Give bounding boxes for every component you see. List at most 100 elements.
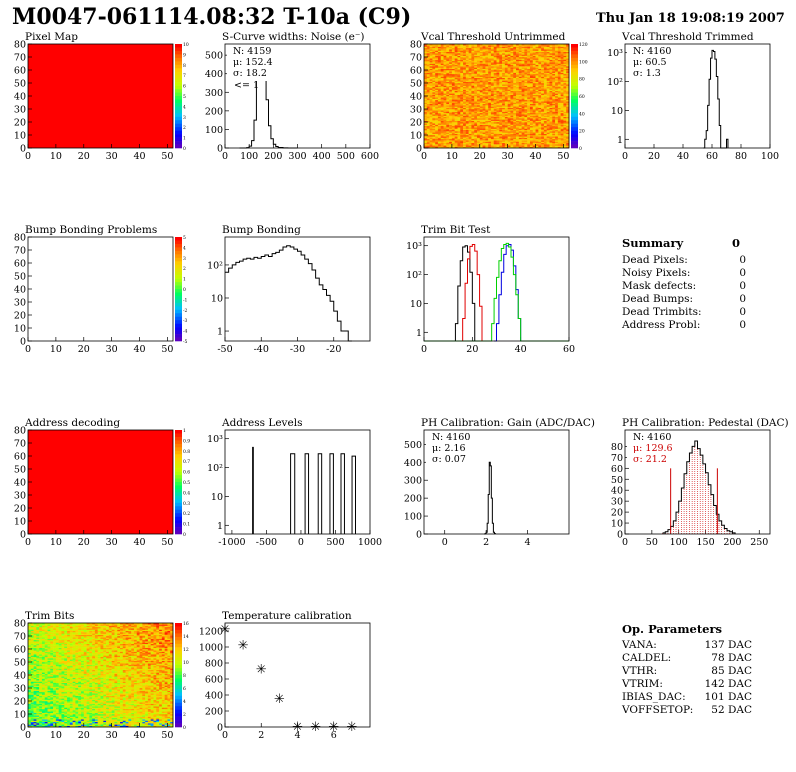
- heatmap-cell: [493, 62, 497, 64]
- heatmap-cell: [449, 45, 453, 47]
- heatmap-cell: [532, 110, 536, 112]
- heatmap-cell: [535, 144, 539, 146]
- heatmap-cell: [546, 47, 550, 50]
- heatmap-cell: [527, 101, 531, 103]
- heatmap-cell: [502, 49, 506, 51]
- heatmap-cell: [516, 141, 520, 144]
- heatmap-cell: [563, 57, 567, 59]
- heatmap-cell: [479, 123, 483, 125]
- heatmap-cell: [457, 64, 461, 67]
- colorbar-segment: [175, 134, 182, 138]
- heatmap-cell: [50, 720, 54, 723]
- heatmap-cell: [541, 68, 545, 71]
- heatmap-cell: [535, 141, 539, 144]
- heatmap-cell: [507, 98, 511, 101]
- heatmap-cell: [538, 102, 542, 105]
- heatmap-cell: [128, 721, 132, 724]
- heatmap-cell: [488, 115, 492, 118]
- heatmap-cell: [510, 72, 514, 75]
- heatmap-cell: [510, 123, 514, 125]
- heatmap-cell: [566, 124, 570, 127]
- heatmap-cell: [527, 50, 531, 53]
- heatmap-cell: [488, 136, 492, 138]
- colorbar-segment: [175, 68, 182, 73]
- heatmap-cell: [465, 85, 469, 88]
- heatmap-cell: [482, 77, 486, 80]
- heatmap-cell: [465, 122, 469, 124]
- heatmap-cell: [86, 720, 90, 723]
- colorbar-segment: [175, 92, 182, 97]
- heatmap-cell: [496, 128, 500, 131]
- heatmap-cell: [443, 114, 447, 116]
- heatmap-cell: [426, 49, 430, 51]
- heatmap-cell: [449, 62, 453, 64]
- heatmap-cell: [513, 101, 517, 103]
- heatmap-cell: [549, 66, 553, 68]
- heatmap-cell: [451, 145, 455, 147]
- heatmap-cell: [538, 89, 542, 92]
- heatmap-cell: [479, 47, 483, 50]
- heatmap-cell: [560, 116, 564, 119]
- heatmap-cell: [504, 129, 508, 132]
- heatmap-cell: [426, 129, 430, 132]
- op-param-value: 78 DAC: [711, 652, 752, 664]
- heatmap-cell: [560, 66, 564, 68]
- heatmap-cell: [471, 102, 475, 105]
- heatmap-cell: [535, 99, 539, 102]
- heatmap-cell: [535, 131, 539, 133]
- heatmap-cell: [518, 102, 522, 105]
- heatmap-cell: [437, 47, 441, 50]
- colorbar-segment: [175, 430, 182, 434]
- heatmap-cell: [440, 57, 444, 59]
- heatmap-cell: [443, 50, 447, 53]
- heatmap-cell: [516, 118, 520, 120]
- heatmap-cell: [460, 115, 464, 118]
- heatmap-cell: [524, 112, 528, 115]
- heatmap-cell: [440, 125, 444, 128]
- heatmap-cell: [507, 75, 511, 77]
- heatmap-cell: [114, 724, 118, 726]
- heatmap-cell: [543, 85, 547, 88]
- heatmap-cell: [560, 99, 564, 102]
- heatmap-cell: [507, 72, 511, 75]
- heatmap-cell: [524, 45, 528, 47]
- heatmap-cell: [499, 106, 503, 108]
- heatmap-cell: [435, 125, 439, 128]
- heatmap-cell: [435, 96, 439, 98]
- heatmap-cell: [502, 123, 506, 125]
- heatmap-cell: [513, 129, 517, 132]
- heatmap-cell: [426, 77, 430, 80]
- heatmap-cell: [432, 115, 436, 118]
- heatmap-cell: [490, 84, 494, 86]
- heatmap-cell: [33, 721, 37, 724]
- heatmap-cell: [122, 720, 126, 723]
- heatmap-cell: [437, 115, 441, 118]
- heatmap-cell: [454, 135, 458, 137]
- y-tick-label: 10: [211, 492, 223, 503]
- heatmap-cell: [493, 77, 497, 80]
- heatmap-cell: [465, 70, 469, 72]
- heatmap-cell: [518, 144, 522, 146]
- heatmap-cell: [546, 106, 550, 108]
- heatmap-cell: [460, 125, 464, 128]
- heatmap-cell: [443, 68, 447, 71]
- heatmap-cell: [432, 120, 436, 123]
- heatmap-cell: [496, 80, 500, 82]
- heatmap-cell: [440, 90, 444, 93]
- heatmap-cell: [437, 66, 441, 68]
- heatmap-cell: [471, 90, 475, 93]
- heatmap-cell: [557, 47, 561, 50]
- heatmap-cell: [437, 76, 441, 79]
- heatmap-cell: [468, 60, 472, 63]
- heatmap-cell: [437, 127, 441, 129]
- heatmap-cell: [516, 99, 520, 102]
- heatmap-cell: [454, 125, 458, 128]
- heatmap-cell: [543, 119, 547, 121]
- heatmap-cell: [454, 71, 458, 73]
- heatmap-cell: [454, 73, 458, 76]
- heatmap-cell: [474, 98, 478, 101]
- x-tick-label: 500: [337, 151, 355, 162]
- colorbar-segment: [175, 292, 182, 297]
- heatmap-cell: [78, 725, 82, 728]
- heatmap-cell: [552, 103, 556, 106]
